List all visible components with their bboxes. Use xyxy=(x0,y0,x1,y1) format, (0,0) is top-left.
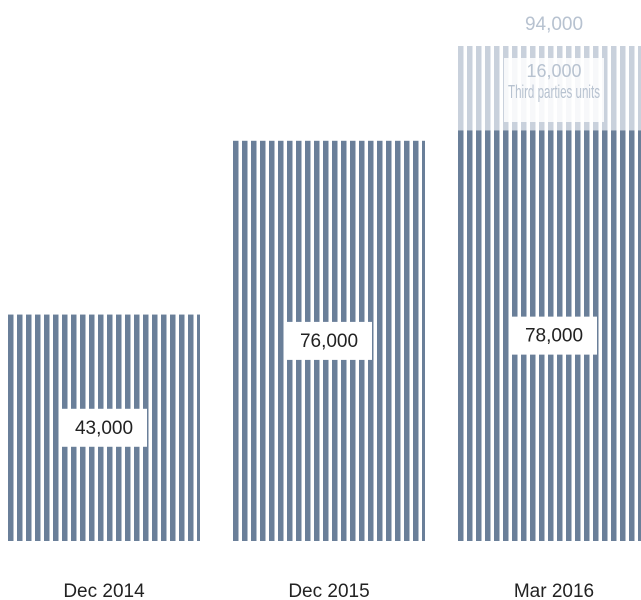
x-tick-label: Mar 2016 xyxy=(514,581,594,600)
label-box xyxy=(61,408,147,447)
x-tick-label: Dec 2015 xyxy=(288,581,369,600)
series-name: Third parties units xyxy=(508,82,600,102)
value-label: 43,000 xyxy=(75,418,133,439)
value-label: 16,000 xyxy=(526,61,581,81)
value-label: 78,000 xyxy=(525,326,583,347)
label-box xyxy=(504,58,604,122)
value-label: 76,000 xyxy=(300,331,358,352)
x-tick-label: Dec 2014 xyxy=(63,581,145,600)
total-label: 94,000 xyxy=(525,14,583,35)
label-box xyxy=(286,321,372,360)
label-box xyxy=(511,316,597,355)
